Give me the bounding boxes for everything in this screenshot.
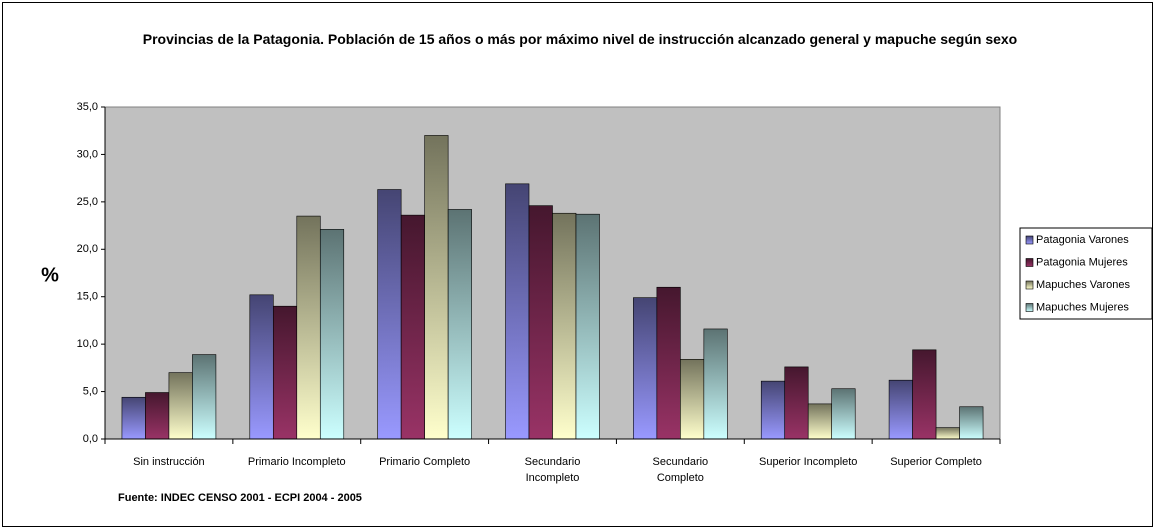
x-tick-label: Superior Completo [890,456,982,468]
legend-swatch [1025,280,1034,290]
bar [680,359,705,440]
legend-label: Mapuches Mujeres [1036,301,1129,313]
y-tick-label: 5,0 [83,385,98,397]
bar [505,183,530,440]
bar [831,388,856,440]
legend-label: Patagonia Varones [1036,234,1129,246]
bar [552,212,577,440]
x-tick-label: Primario Incompleto [248,456,346,468]
bar [703,328,728,440]
bar [784,366,809,440]
bar [121,396,146,440]
bar [319,229,345,440]
bar [424,135,449,440]
y-tick-label: 20,0 [77,243,98,255]
bar [528,205,553,440]
bar [656,286,681,440]
bar [168,372,193,440]
legend-swatch [1025,258,1034,267]
bar [760,380,786,440]
y-tick-label: 25,0 [77,196,98,208]
y-tick-label: 35,0 [77,101,98,113]
bar [912,349,937,440]
bar [888,379,913,440]
legend-label: Mapuches Varones [1036,279,1130,291]
x-tick-label: Primario Completo [379,456,470,468]
chart-title: Provincias de la Patagonia. Población de… [143,31,1018,47]
bar [633,297,658,440]
legend-box [1019,227,1153,320]
source-note: Fuente: INDEC CENSO 2001 - ECPI 2004 - 2… [118,492,362,504]
legend-swatch [1025,303,1034,312]
legend-label: Patagonia Mujeres [1036,256,1128,268]
bar [935,427,960,440]
y-tick-label: 15,0 [77,291,98,303]
y-tick-label: 0,0 [83,433,98,445]
bar [807,403,833,440]
x-tick-label: Superior Incompleto [759,456,857,468]
bar [272,305,298,440]
bar [959,406,984,440]
legend-swatch [1025,235,1034,245]
bar [145,392,170,440]
x-tick-label: Sin instrucción [133,456,205,468]
bar [192,354,217,440]
bar [377,189,402,440]
y-tick-label: 30,0 [77,148,98,160]
y-tick-label: 10,0 [77,338,98,350]
x-tick-label: Secundario Incompleto [525,456,581,484]
x-tick-label: Secundario Completo [653,456,709,484]
y-axis-label: % [41,264,59,286]
bar [249,294,274,440]
bar [575,213,600,440]
bar [296,215,321,440]
bar [400,214,425,440]
bar [447,209,472,440]
